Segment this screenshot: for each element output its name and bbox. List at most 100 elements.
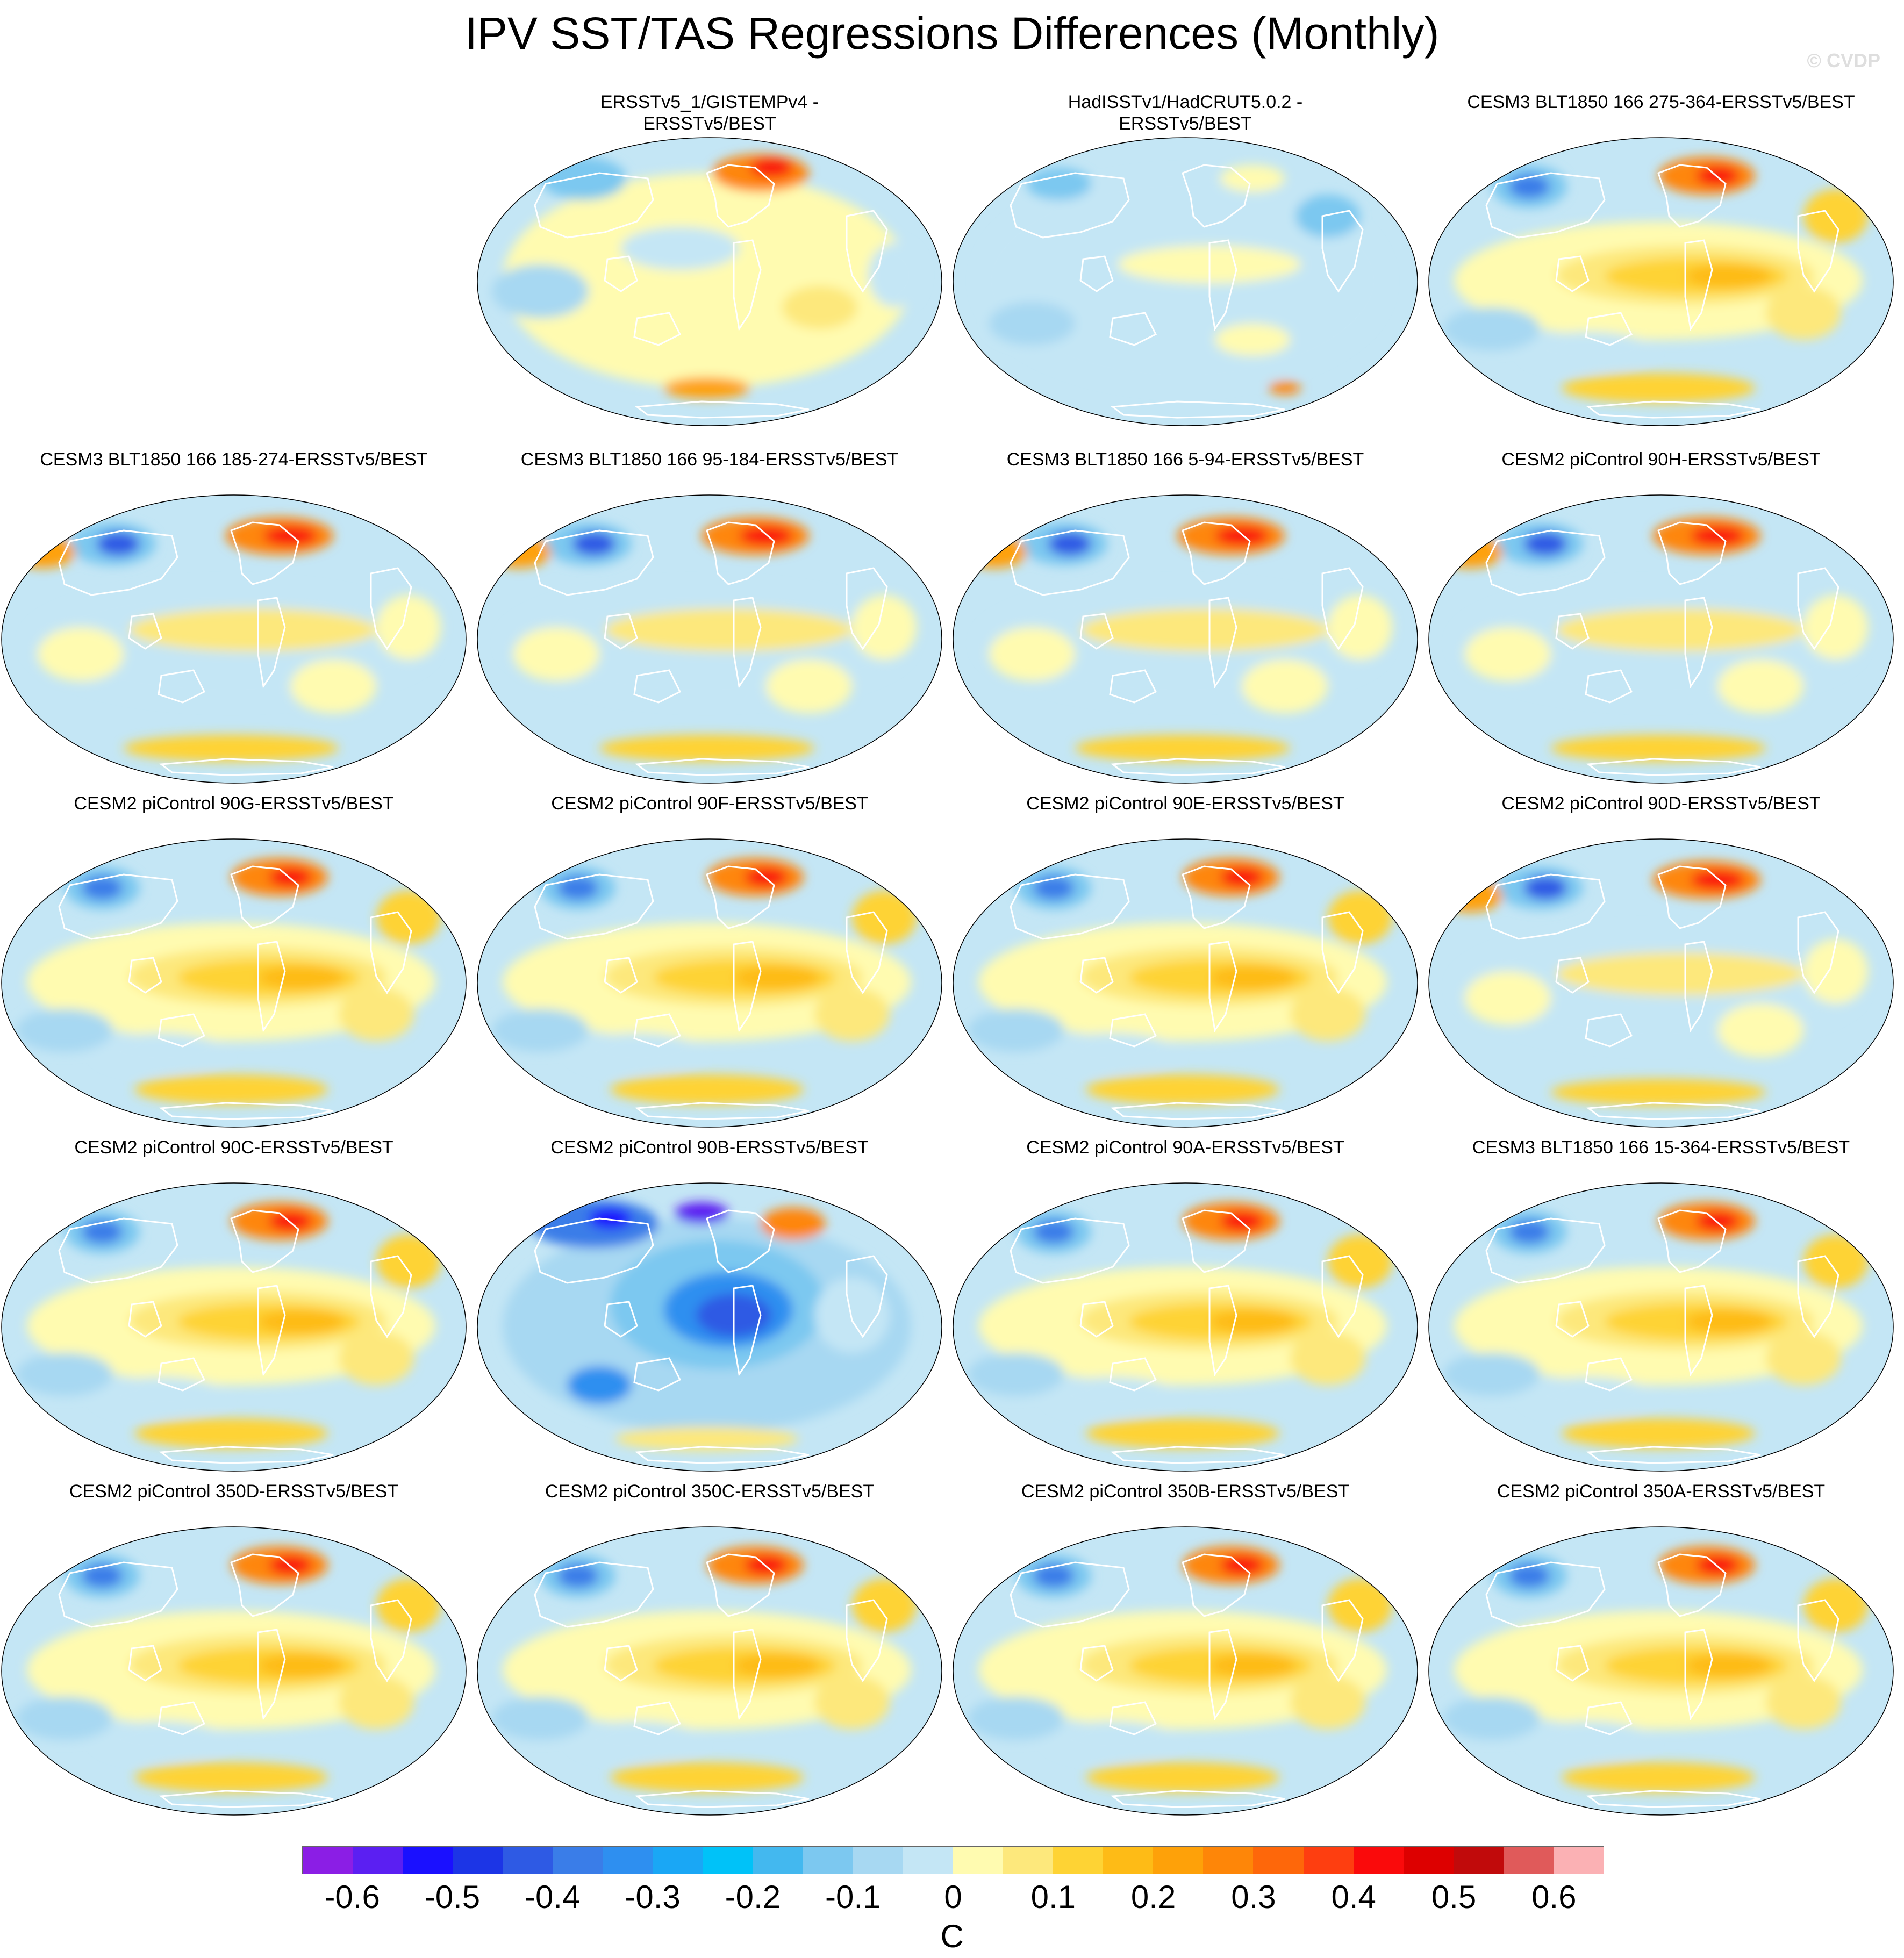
anomaly-region [1685,264,1771,288]
colorbar-tick-label: 0.2 [1130,1879,1176,1915]
colorbar-swatch [1203,1847,1254,1874]
anomaly-region [1290,1331,1365,1385]
coastline [706,164,775,228]
global-map [1,838,467,1128]
anomaly-region [1438,536,1502,568]
map-panel: CESM2 piControl 90B-ERSSTv5/BEST [476,1137,943,1481]
anomaly-region [782,286,857,329]
anomaly-region [1328,1235,1392,1288]
anomaly-region [1328,891,1392,944]
global-map [1428,1182,1894,1472]
coastline [1797,911,1839,994]
map-panel: CESM2 piControl 90C-ERSSTv5/BEST [0,1137,468,1481]
coastline [604,1645,638,1682]
coastline [534,172,654,239]
anomaly-region [269,1211,312,1231]
anomaly-region [868,243,922,307]
coastline [633,1013,682,1048]
anomaly-region [263,526,317,546]
panel-title: CESM2 piControl 90A-ERSSTv5/BEST [1026,1137,1344,1158]
anomaly-region [557,876,598,900]
panel-title: CESM2 piControl 350C-ERSSTv5/BEST [545,1481,875,1502]
anomaly-region [1685,1654,1771,1677]
colorbar-tick-label: -0.3 [625,1879,681,1915]
anomaly-region [376,595,441,659]
map-panel: CESM3 BLT1850 166 15-364-ERSSTv5/BEST [1427,1137,1895,1481]
anomaly-region [540,157,626,200]
coastline [230,521,299,585]
coastline [158,1701,206,1735]
coastline [1657,164,1727,228]
anomaly-region [572,532,615,556]
anomaly-region [376,1579,441,1632]
panel-title: CESM2 piControl 90B-ERSSTv5/BEST [550,1137,869,1158]
anomaly-region [1696,1211,1739,1231]
anomaly-region [968,1009,1064,1052]
anomaly-region [1086,1074,1279,1104]
map-outline [953,494,1418,784]
anomaly-region [1443,1353,1540,1396]
anomaly-region [734,966,820,989]
coastline [257,1629,286,1720]
colorbar-swatch [1453,1847,1504,1874]
anomaly-region [1075,735,1290,762]
anomaly-region [513,627,599,681]
colorbar-swatch [1553,1847,1604,1874]
coastline [58,529,178,596]
coastline [1485,529,1606,596]
anomaly-region [1048,532,1091,556]
anomaly-region [761,1208,825,1240]
coastline [1110,1790,1285,1808]
map-outline [953,137,1418,426]
anomaly-region [1290,987,1365,1041]
coastline [1109,1013,1157,1048]
anomaly-region [852,1579,917,1632]
colorbar-swatch [653,1847,703,1874]
anomaly-region [962,536,1027,568]
panel-title: CESM3 BLT1850 166 185-274-ERSSTv5/BEST [40,449,428,470]
anomaly-region [1443,307,1540,350]
global-map [953,1526,1418,1816]
coastline [257,1285,286,1376]
coastline [1110,758,1285,776]
anomaly-region [610,1074,804,1104]
global-map [1428,137,1894,426]
coastline [58,1561,178,1628]
map-panel: CESM2 piControl 90F-ERSSTv5/BEST [476,793,943,1137]
coastline [128,957,162,994]
coastline [1182,865,1251,929]
colorbar-swatch [553,1847,603,1874]
coastline [1684,597,1713,688]
panel-title: CESM2 piControl 350D-ERSSTv5/BEST [69,1481,399,1502]
coastline [1585,1013,1633,1048]
anomaly-region [675,1202,728,1224]
coastline [370,567,412,650]
coastline [846,210,888,293]
coastline [1586,1102,1761,1120]
coastline [1010,529,1130,596]
coastline [1485,873,1606,940]
map-outline [477,1182,942,1472]
colorbar-swatch [1253,1847,1304,1874]
anomaly-region [664,377,750,399]
map-outline [953,838,1418,1128]
coastline [1585,669,1633,704]
coastline [733,597,762,688]
anomaly-region [339,1675,414,1729]
anomaly-region [1766,1331,1841,1385]
anomaly-region [968,1697,1064,1740]
colorbar-swatch [1053,1847,1104,1874]
coastline [128,1645,162,1682]
map-outline [953,1526,1418,1816]
anomaly-region [739,526,793,546]
coastline [230,1553,299,1617]
coastline [1657,1553,1727,1617]
anomaly-region [1803,939,1868,1003]
coastline [370,911,412,994]
colorbar-tick-label: -0.1 [825,1879,881,1915]
colorbar-swatch [1403,1847,1454,1874]
coastline [604,1301,638,1338]
colorbar [302,1846,1604,1874]
global-map [1,1526,467,1816]
colorbar-tick-label: 0 [944,1879,962,1915]
